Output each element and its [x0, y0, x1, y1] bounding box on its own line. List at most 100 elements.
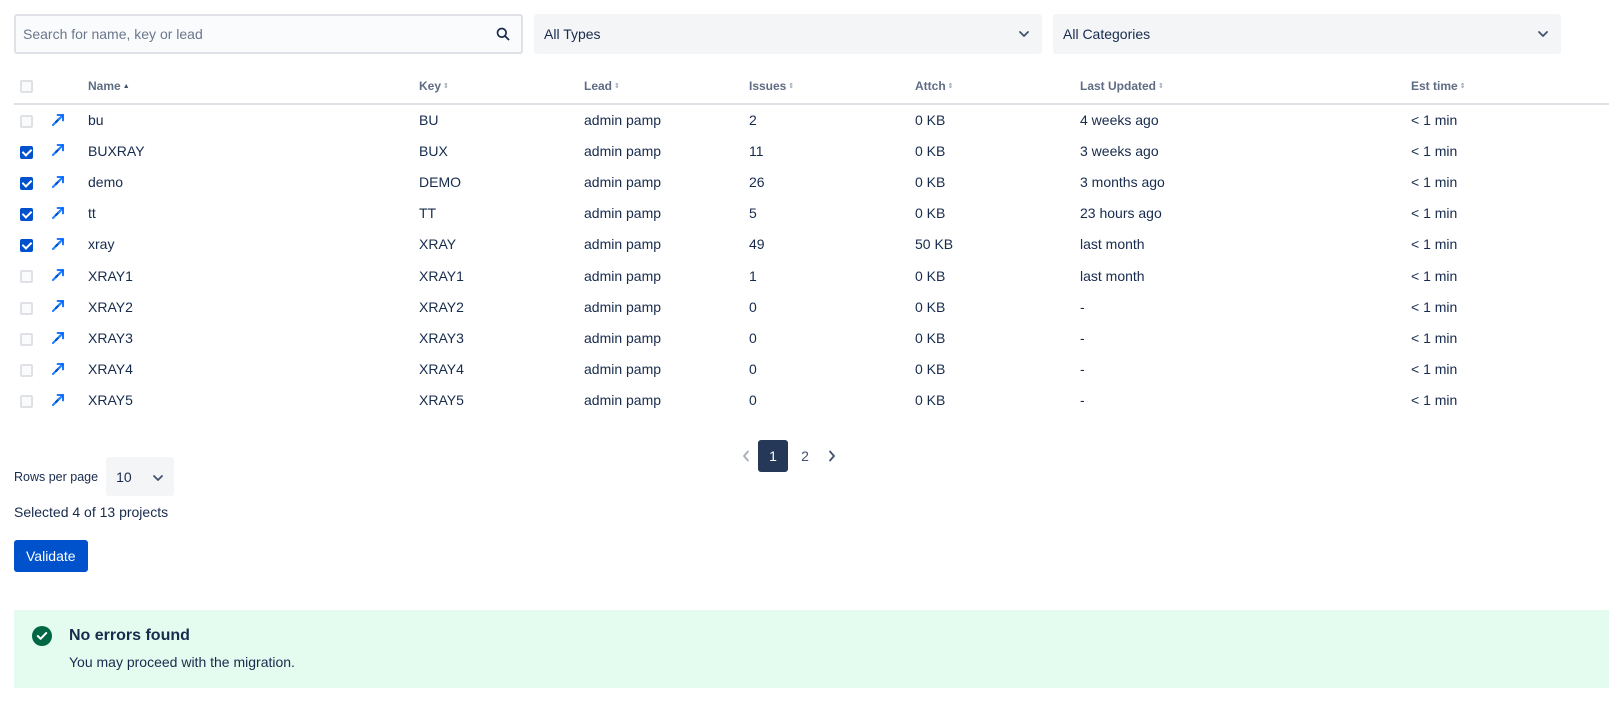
column-header-issues[interactable]: Issues ⇕	[749, 68, 915, 104]
software-project-icon	[51, 206, 67, 222]
cell-attch: 0 KB	[915, 205, 946, 222]
cell-attch: 0 KB	[915, 173, 946, 190]
cell-key: XRAY2	[419, 298, 464, 315]
row-icon-cell	[51, 198, 88, 229]
row-checkbox[interactable]	[20, 207, 33, 221]
cell-lead: admin pamp	[584, 142, 662, 159]
validate-button[interactable]: Validate	[14, 540, 88, 572]
projects-table-container: Name ▲ Key ⇕ Lead ⇕ Issues ⇕ Attch ⇕ Last Upd…	[14, 68, 1609, 416]
cell-name: bu	[88, 112, 104, 129]
chevron-down-icon	[1535, 26, 1551, 42]
cell-issues: 26	[749, 173, 765, 190]
row-icon-cell	[51, 354, 88, 385]
chevron-down-icon	[152, 469, 164, 485]
column-header-attch[interactable]: Attch ⇕	[915, 68, 1080, 104]
rows-per-page-value: 10	[116, 468, 132, 485]
column-header-label: Last Updated	[1080, 78, 1157, 93]
row-icon-cell	[51, 260, 88, 291]
row-checkbox[interactable]	[20, 270, 33, 284]
software-project-icon	[51, 113, 67, 129]
cell-attch: 0 KB	[915, 298, 946, 315]
row-checkbox[interactable]	[20, 363, 33, 377]
column-header-key[interactable]: Key ⇕	[419, 68, 584, 104]
row-checkbox[interactable]	[20, 145, 33, 159]
row-checkbox[interactable]	[20, 176, 33, 190]
icon-column-header	[51, 68, 88, 104]
column-header-est-time[interactable]: Est time ⇕	[1411, 68, 1609, 104]
cell-lead: admin pamp	[584, 361, 662, 378]
software-project-icon	[51, 331, 67, 347]
page-button-1[interactable]: 1	[758, 440, 788, 472]
cell-est-time: < 1 min	[1411, 267, 1458, 284]
row-checkbox[interactable]	[20, 395, 33, 409]
cell-est-time: < 1 min	[1411, 205, 1458, 222]
success-banner: No errors found You may proceed with the…	[14, 610, 1609, 688]
sort-icon: ⇕	[614, 82, 620, 90]
cell-issues: 0	[749, 361, 757, 378]
software-project-icon	[51, 362, 67, 378]
row-checkbox[interactable]	[20, 239, 33, 253]
search-icon[interactable]	[493, 24, 513, 44]
cell-name: XRAY1	[88, 267, 133, 284]
software-project-icon	[51, 175, 67, 191]
selection-summary: Selected 4 of 13 projects	[14, 504, 169, 520]
row-checkbox-cell	[14, 291, 51, 322]
search-field[interactable]	[14, 14, 523, 54]
sort-icon: ⇕	[1158, 82, 1164, 90]
cell-est-time: < 1 min	[1411, 173, 1458, 190]
column-header-lead[interactable]: Lead ⇕	[584, 68, 749, 104]
cell-est-time: < 1 min	[1411, 112, 1458, 129]
column-header-last-updated[interactable]: Last Updated ⇕	[1080, 68, 1411, 104]
cell-issues: 11	[749, 142, 764, 159]
table-body: bu BU admin pamp 2 0 KB 4 weeks ago < 1 min BUX…	[14, 104, 1609, 416]
cell-name: XRAY3	[88, 329, 133, 346]
search-input[interactable]	[23, 26, 493, 42]
row-checkbox[interactable]	[20, 114, 33, 128]
sort-ascending-icon: ▲	[122, 82, 130, 90]
row-checkbox-cell	[14, 166, 51, 197]
row-checkbox[interactable]	[20, 301, 33, 315]
row-checkbox[interactable]	[20, 332, 33, 346]
cell-issues: 1	[749, 267, 757, 284]
type-select[interactable]: All Types	[534, 14, 1042, 54]
cell-attch: 0 KB	[915, 392, 946, 409]
cell-issues: 0	[749, 329, 757, 346]
cell-last-updated: 4 weeks ago	[1080, 112, 1159, 129]
cell-name: demo	[88, 173, 124, 190]
table-row: XRAY1 XRAY1 admin pamp 1 0 KB last month < 1 m…	[14, 260, 1609, 291]
category-select[interactable]: All Categories	[1053, 14, 1561, 54]
filter-bar: All Types All Categories	[14, 14, 1599, 54]
cell-key: XRAY	[419, 236, 457, 253]
cell-key: TT	[419, 205, 437, 222]
rows-per-page-label: Rows per page	[14, 469, 99, 484]
cell-last-updated: 3 months ago	[1080, 173, 1165, 190]
projects-table: Name ▲ Key ⇕ Lead ⇕ Issues ⇕ Attch ⇕ Last Upd…	[14, 68, 1609, 416]
cell-last-updated: -	[1080, 329, 1085, 346]
table-header: Name ▲ Key ⇕ Lead ⇕ Issues ⇕ Attch ⇕ Last Upd…	[14, 68, 1609, 104]
chevron-left-icon[interactable]	[735, 441, 757, 471]
cell-key: DEMO	[419, 173, 461, 190]
rows-per-page: Rows per page 10	[14, 457, 175, 496]
software-project-icon	[51, 237, 67, 253]
chevron-down-icon	[1016, 26, 1032, 42]
rows-per-page-select[interactable]: 10	[106, 457, 175, 496]
page-button-2[interactable]: 2	[801, 448, 809, 464]
cell-issues: 0	[749, 392, 757, 409]
select-all-cell	[14, 68, 51, 104]
cell-lead: admin pamp	[584, 112, 662, 129]
cell-attch: 0 KB	[915, 142, 946, 159]
row-icon-cell	[51, 322, 88, 353]
column-header-name[interactable]: Name ▲	[88, 68, 419, 104]
chevron-right-icon[interactable]	[821, 441, 843, 471]
row-icon-cell	[51, 385, 88, 416]
cell-lead: admin pamp	[584, 298, 662, 315]
sort-icon: ⇕	[947, 82, 954, 90]
sort-icon: ⇕	[443, 82, 449, 90]
column-header-label: Issues	[749, 78, 787, 93]
cell-key: XRAY5	[419, 392, 464, 409]
cell-lead: admin pamp	[584, 267, 662, 284]
cell-name: XRAY2	[88, 298, 133, 315]
column-header-label: Name	[88, 78, 121, 93]
select-all-checkbox[interactable]	[20, 79, 33, 93]
cell-est-time: < 1 min	[1411, 361, 1458, 378]
